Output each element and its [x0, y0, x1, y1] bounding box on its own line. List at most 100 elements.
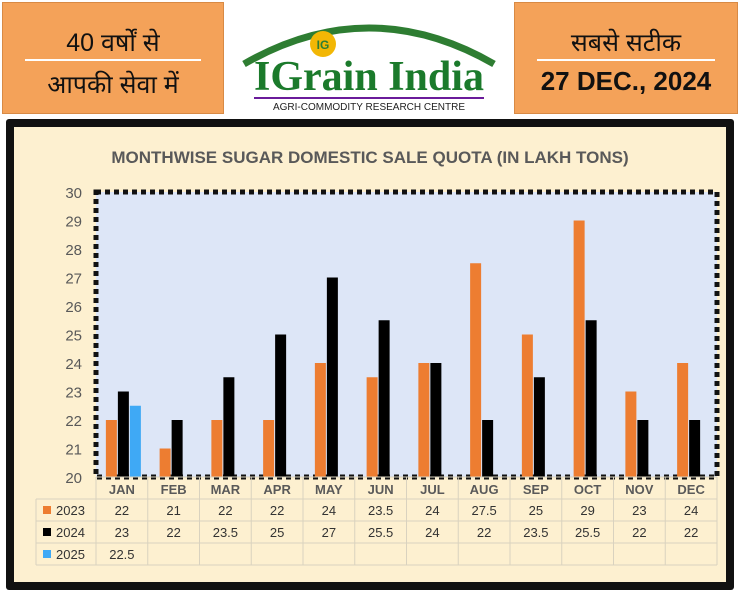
- data-label-2023-aug: 27.5: [471, 503, 496, 518]
- legend-label-2025: 2025: [56, 547, 85, 562]
- data-label-2023-jul: 24: [425, 503, 439, 518]
- x-tick-label: JUN: [368, 482, 394, 497]
- data-table: JAN FEB MAR APR MAY JUN JUL AUG SEP OCT NOV DEC 2023…: [35, 476, 718, 566]
- x-tick-label: AUG: [470, 482, 499, 497]
- data-label-2024-apr: 25: [270, 525, 284, 540]
- chart-panel: MONTHWISE SUGAR DOMESTIC SALE QUOTA (IN …: [14, 127, 726, 582]
- bar-2023-apr: [263, 420, 275, 477]
- data-label-2024-mar: 23.5: [213, 525, 238, 540]
- bar-2024-aug: [482, 420, 494, 477]
- legend-key-2023: [43, 506, 51, 514]
- data-label-2024-feb: 22: [166, 525, 180, 540]
- legend-label-2023: 2023: [56, 503, 85, 518]
- header-date: 27 DEC., 2024: [540, 66, 712, 96]
- x-tick-label: NOV: [625, 482, 654, 497]
- bar-2024-jul: [430, 363, 442, 477]
- data-label-2023-apr: 22: [270, 503, 284, 518]
- bar-2024-may: [326, 277, 338, 477]
- data-label-2023-sep: 25: [529, 503, 543, 518]
- brand-logo: IG IGrain India AGRI-COMMODITY RESEARCH …: [226, 2, 512, 114]
- header-rule: [25, 59, 201, 61]
- header-accuracy-tagline: सबसे सटीक: [570, 29, 682, 57]
- header-rule: [537, 59, 715, 61]
- data-label-2023-dec: 24: [684, 503, 698, 518]
- bar-2023-feb: [159, 448, 171, 477]
- bar-2023-jan: [105, 420, 117, 477]
- x-tick-label: DEC: [677, 482, 705, 497]
- data-label-2024-dec: 22: [684, 525, 698, 540]
- y-tick-label: 21: [65, 442, 82, 459]
- y-tick-label: 25: [65, 328, 82, 345]
- data-label-2023-nov: 23: [632, 503, 646, 518]
- bar-2024-jun: [378, 320, 390, 477]
- header-tagline-line1: 40 वर्षों से: [66, 29, 160, 57]
- data-label-2024-may: 27: [322, 525, 336, 540]
- logo-emblem-icon: [310, 31, 336, 57]
- data-label-2023-feb: 21: [166, 503, 180, 518]
- y-tick-label: 20: [65, 470, 82, 487]
- logo-name: IGrain India: [254, 54, 484, 100]
- data-label-2024-aug: 22: [477, 525, 491, 540]
- data-label-2023-oct: 29: [580, 503, 594, 518]
- chart-title: MONTHWISE SUGAR DOMESTIC SALE QUOTA (IN …: [111, 148, 628, 167]
- bar-2023-jun: [366, 377, 378, 477]
- bar-2024-oct: [585, 320, 597, 477]
- bar-2024-dec: [689, 420, 701, 477]
- data-label-2025-jan: 22.5: [109, 547, 134, 562]
- header-tagline-line2: आपकी सेवा में: [47, 71, 179, 99]
- bar-2024-sep: [533, 377, 545, 477]
- x-tick-label: OCT: [574, 482, 602, 497]
- header-date-box: सबसे सटीक 27 DEC., 2024: [514, 2, 738, 114]
- data-label-2023-may: 24: [322, 503, 336, 518]
- bar-2023-sep: [521, 334, 533, 477]
- y-tick-label: 30: [65, 185, 82, 202]
- legend-label-2024: 2024: [56, 525, 85, 540]
- y-tick-label: 27: [65, 271, 82, 288]
- data-label-2024-jun: 25.5: [368, 525, 393, 540]
- logo-underline: [254, 97, 484, 99]
- sugar-quota-chart: MONTHWISE SUGAR DOMESTIC SALE QUOTA (IN …: [35, 148, 720, 566]
- data-label-2024-nov: 22: [632, 525, 646, 540]
- x-tick-label: MAR: [211, 482, 241, 497]
- y-tick-label: 24: [65, 356, 82, 373]
- x-tick-label: MAY: [315, 482, 343, 497]
- logo-emblem-text: IG: [317, 38, 330, 52]
- bar-2024-nov: [637, 420, 649, 477]
- data-label-2023-jun: 23.5: [368, 503, 393, 518]
- bar-2023-dec: [677, 363, 689, 477]
- data-label-2023-mar: 22: [218, 503, 232, 518]
- bar-2023-mar: [211, 420, 223, 477]
- bar-2024-apr: [275, 334, 287, 477]
- data-label-2024-jan: 23: [115, 525, 129, 540]
- x-tick-label: JUL: [420, 482, 445, 497]
- plot-area: 20 21 22 23 24 25 26 27 28 29 30: [65, 185, 720, 487]
- bar-2023-aug: [470, 263, 482, 477]
- y-tick-label: 26: [65, 299, 82, 316]
- bar-2025-jan: [129, 405, 141, 477]
- x-tick-label: JAN: [109, 482, 135, 497]
- y-tick-label: 22: [65, 413, 82, 430]
- bar-2023-oct: [573, 220, 585, 477]
- data-label-2024-sep: 23.5: [523, 525, 548, 540]
- bar-2024-mar: [223, 377, 235, 477]
- legend-key-2024: [43, 528, 51, 536]
- x-tick-label: FEB: [161, 482, 187, 497]
- y-tick-label: 29: [65, 214, 82, 231]
- x-tick-label: APR: [263, 482, 291, 497]
- y-tick-label: 28: [65, 242, 82, 259]
- logo-arch: [242, 24, 496, 68]
- bar-2023-jul: [418, 363, 430, 477]
- bar-2024-feb: [171, 420, 183, 477]
- bar-2023-nov: [625, 391, 637, 477]
- data-label-2023-jan: 22: [115, 503, 129, 518]
- bar-2023-may: [314, 363, 326, 477]
- logo-tagline: AGRI-COMMODITY RESEARCH CENTRE: [273, 102, 465, 113]
- header-tagline-box: 40 वर्षों से आपकी सेवा में: [2, 2, 224, 114]
- x-tick-label: SEP: [523, 482, 549, 497]
- data-label-2024-jul: 24: [425, 525, 439, 540]
- plot-background: [96, 192, 717, 477]
- legend-key-2025: [43, 550, 51, 558]
- data-label-2024-oct: 25.5: [575, 525, 600, 540]
- logo-graphic: IG IGrain India AGRI-COMMODITY RESEARCH …: [242, 24, 496, 113]
- bar-2024-jan: [117, 391, 129, 477]
